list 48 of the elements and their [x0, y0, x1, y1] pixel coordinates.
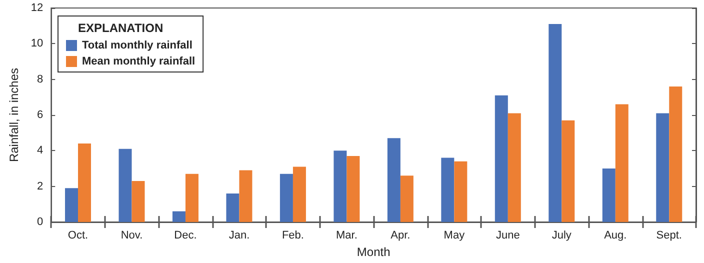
- bar: [65, 188, 78, 222]
- legend-label: Mean monthly rainfall: [82, 56, 196, 68]
- x-tick-label: Nov.: [120, 230, 143, 242]
- x-axis-title: Month: [356, 245, 390, 259]
- x-tick-label: Dec.: [174, 230, 197, 242]
- bar: [400, 176, 414, 222]
- bar: [172, 211, 186, 222]
- x-tick-label: Mar.: [336, 230, 358, 242]
- bar: [185, 174, 198, 222]
- bar: [615, 104, 628, 222]
- bar: [334, 150, 347, 222]
- x-tick-label: May: [444, 230, 466, 242]
- x-tick-label: Apr.: [390, 230, 410, 242]
- bar: [602, 168, 616, 222]
- x-tick-label: Jan.: [228, 230, 250, 242]
- bar: [669, 86, 682, 222]
- legend-label: Total monthly rainfall: [82, 40, 192, 52]
- bar: [441, 158, 454, 222]
- x-tick-label: Sept.: [656, 230, 682, 242]
- bar: [387, 138, 400, 222]
- bar: [280, 174, 293, 222]
- bar: [656, 113, 670, 222]
- y-tick-label: 10: [30, 38, 44, 50]
- y-tick-label: 6: [37, 109, 44, 121]
- bar: [508, 113, 521, 222]
- x-tick-label: Aug.: [604, 230, 627, 242]
- bar: [118, 148, 132, 222]
- legend-title: EXPLANATION: [78, 21, 164, 35]
- bar: [454, 161, 468, 222]
- bar: [239, 170, 252, 222]
- bar: [132, 180, 145, 222]
- bar: [346, 156, 360, 222]
- bar: [78, 144, 92, 222]
- x-tick-label: July: [552, 230, 572, 242]
- bar: [226, 193, 240, 222]
- y-axis-title: Rainfall, in inches: [7, 68, 21, 162]
- x-tick-label: Feb.: [282, 230, 304, 242]
- bar: [562, 120, 575, 222]
- bar: [292, 166, 306, 222]
- y-tick-label: 4: [37, 144, 44, 157]
- x-tick-label: Oct.: [68, 230, 88, 242]
- y-tick-label: 8: [37, 73, 44, 86]
- y-tick-label: 0: [37, 216, 44, 228]
- x-tick-label: June: [496, 230, 520, 242]
- y-tick-label: 12: [30, 2, 44, 14]
- bar: [548, 24, 562, 222]
- y-tick-label: 2: [37, 180, 44, 192]
- bar: [494, 95, 508, 222]
